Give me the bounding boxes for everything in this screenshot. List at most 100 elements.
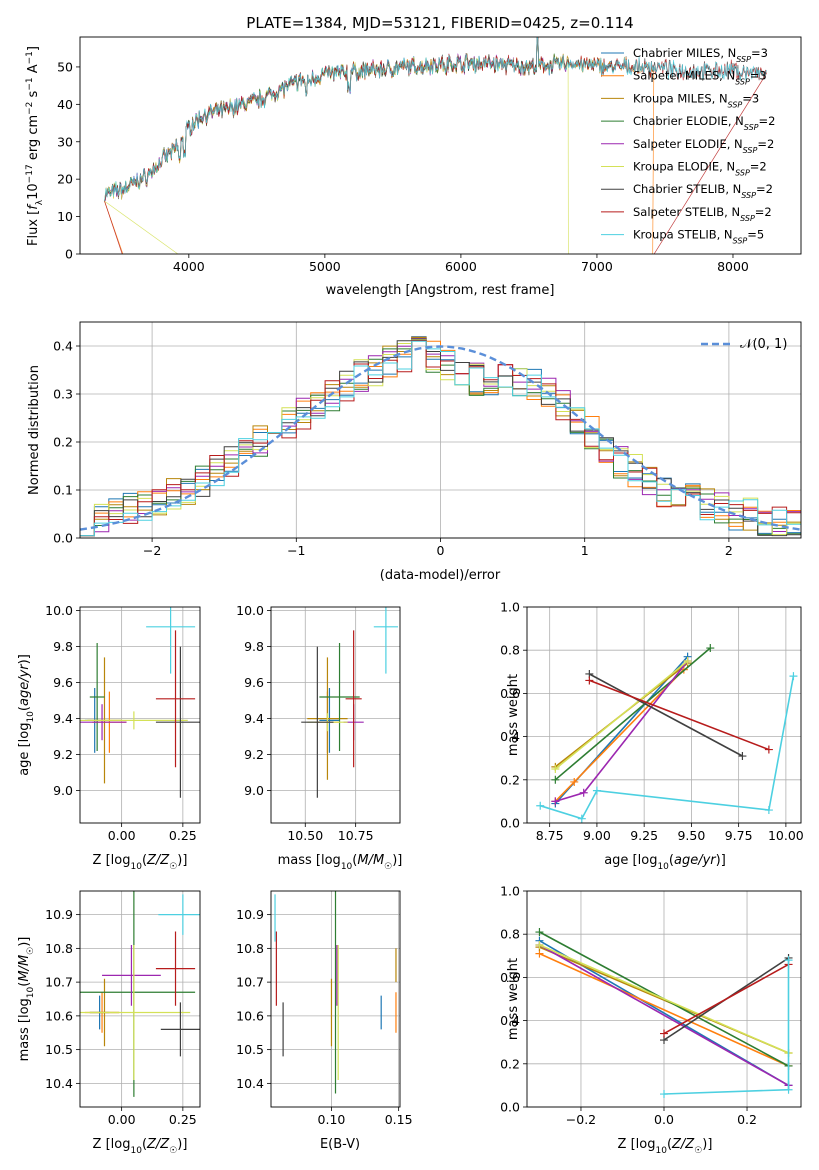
weight-vs-age-xlabel: age [log10(age/yr)] <box>604 853 726 872</box>
spectrum-line <box>104 37 767 202</box>
legend-name: Chabrier STELIB, N <box>633 182 741 196</box>
axes-frame <box>79 321 802 539</box>
spectrum-ylabel-part: A <box>26 64 41 77</box>
spectrum-ylabel-part: −1 <box>25 77 35 90</box>
age-vs-Z-panel: 0.00 0.25 9.0 9.2 9.4 9.6 9.8 10.0 <box>45 603 201 843</box>
weight-vs-age-xlabel-part: 10 <box>657 862 669 872</box>
y-tick-label: 10.8 <box>45 941 73 956</box>
mass-vs-Z-ylabel-part: ( <box>17 982 32 987</box>
spectrum-ylabel-part: f <box>26 203 41 210</box>
weight-vs-Z-panel: −0.2 0.0 0.2 0.0 0.2 0.4 0.6 0.8 1.0 <box>500 884 802 1127</box>
mass-vs-Z-xlabel: Z [log10(Z/Z☉)] <box>93 1137 188 1156</box>
y-tick-label: 0.3 <box>53 387 73 402</box>
age-vs-Z-ylabel-part: age/yr <box>17 663 32 706</box>
mass-vs-Z-ylabel-part: mass [log <box>17 998 32 1061</box>
legend-count: =2 <box>759 114 776 128</box>
residuals-ylabel: Normed distribution <box>27 365 42 495</box>
legend-label: 𝒩(0, 1) <box>740 337 787 352</box>
y-tick-label: 0.6 <box>500 970 520 985</box>
age-vs-mass-plot-area <box>301 607 398 798</box>
x-tick-label: 9.75 <box>725 828 753 843</box>
y-tick-label: 9.4 <box>244 711 264 726</box>
y-tick-label: 10.9 <box>45 907 73 922</box>
weight-vs-age-plot-area <box>536 644 798 823</box>
y-tick-label: 0.8 <box>500 643 520 658</box>
axes-frame <box>79 890 201 1108</box>
x-tick-label: 8.75 <box>536 828 564 843</box>
mass-vs-Z-ylabel-part: )] <box>17 937 32 947</box>
spectrum-ylabel-part: −17 <box>25 164 35 183</box>
weight-vs-age-panel: 8.75 9.00 9.25 9.50 9.75 10.00 0.0 0.2 0.4 0.6 0.8… <box>500 600 804 844</box>
y-tick-label: 0.2 <box>500 772 520 787</box>
y-tick-label: 9.8 <box>53 639 73 654</box>
histogram-step <box>80 340 801 538</box>
y-tick-label: 0.4 <box>500 729 520 744</box>
x-tick-label: 6000 <box>445 259 477 274</box>
figure-title: PLATE=1384, MJD=53121, FIBERID=0425, z=0… <box>246 14 633 32</box>
y-tick-label: 9.8 <box>244 639 264 654</box>
age-vs-mass-xlabel: mass [log10(M/M☉)] <box>278 853 403 872</box>
legend-count: =3 <box>751 46 768 60</box>
legend-count: =2 <box>755 205 772 219</box>
y-tick-label: 10 <box>57 209 73 224</box>
legend-label: Chabrier ELODIE, NSSP=2 <box>633 114 775 132</box>
weight-line <box>554 647 711 781</box>
weight-line <box>539 952 789 1067</box>
y-tick-label: 10.4 <box>45 1076 73 1091</box>
y-tick-label: 0.0 <box>500 1100 520 1115</box>
x-tick-label: 0 <box>437 543 445 558</box>
age-vs-mass-xlabel-part: 10 <box>341 862 353 872</box>
mass-vs-Z-xlabel-part: 10 <box>130 1146 142 1156</box>
axes-frame <box>270 890 401 1108</box>
weight-marker <box>570 777 579 786</box>
legend-label: Kroupa ELODIE, NSSP=2 <box>633 160 767 178</box>
age-vs-mass-xlabel-part: )] <box>392 853 402 868</box>
legend-sub: SSP <box>735 77 750 86</box>
legend-name: Salpeter MILES, N <box>633 69 735 83</box>
mass-vs-Z-xlabel-part: Z/Z <box>146 1137 170 1152</box>
weight-vs-age-xlabel-part: age/yr <box>674 853 717 868</box>
legend-count: =3 <box>750 69 767 83</box>
x-tick-label: 0.25 <box>169 828 197 843</box>
y-tick-label: 0.4 <box>53 339 73 354</box>
x-tick-label: 10.00 <box>768 828 804 843</box>
x-tick-label: 7000 <box>581 259 613 274</box>
x-tick-label: 0.00 <box>108 1112 136 1127</box>
mass-vs-Z-ylabel-part: M/M <box>17 955 32 982</box>
age-vs-Z-xlabel-part: )] <box>177 853 187 868</box>
y-tick-label: 10.7 <box>236 975 264 990</box>
weight-marker <box>585 676 594 685</box>
legend-sub: SSP <box>741 191 756 200</box>
x-tick-label: 0.2 <box>737 1112 757 1127</box>
age-vs-Z-ylabel-part: ( <box>17 706 32 711</box>
y-tick-label: 9.2 <box>53 747 73 762</box>
weight-marker <box>536 801 545 810</box>
weight-marker <box>535 941 544 949</box>
x-tick-label: −0.2 <box>566 1112 596 1127</box>
weight-marker <box>764 745 773 754</box>
spectrum-ylabel-part: Flux [ <box>26 210 41 246</box>
legend-name: Kroupa ELODIE, N <box>633 160 735 174</box>
weight-line <box>589 673 743 757</box>
legend-name: Chabrier MILES, N <box>633 46 736 60</box>
legend-count: =2 <box>750 160 767 174</box>
weight-marker <box>764 806 773 815</box>
age-vs-mass-panel: 10.50 10.75 9.0 9.2 9.4 9.6 9.8 10.0 <box>236 603 401 843</box>
x-tick-label: 4000 <box>173 259 205 274</box>
histogram-step <box>80 340 801 538</box>
axes-frame <box>79 36 802 255</box>
y-tick-label: 10.5 <box>45 1042 73 1057</box>
legend-label: Salpeter STELIB, NSSP=2 <box>633 205 772 223</box>
weight-marker <box>706 644 715 653</box>
x-tick-label: 9.00 <box>583 828 611 843</box>
weight-vs-age-xlabel-part: ( <box>669 853 674 868</box>
y-tick-label: 0.2 <box>500 1056 520 1071</box>
age-vs-mass-xlabel-part: ☉ <box>384 862 392 872</box>
age-vs-Z-plot-area <box>80 607 200 798</box>
y-tick-label: 1.0 <box>500 600 520 615</box>
legend-label: Chabrier STELIB, NSSP=2 <box>633 182 773 200</box>
weight-vs-Z-xlabel-part: 10 <box>655 1146 667 1156</box>
weight-marker <box>579 788 588 797</box>
age-vs-Z-xlabel-part: 10 <box>130 862 142 872</box>
weight-vs-Z-xlabel-part: ☉ <box>694 1146 702 1156</box>
